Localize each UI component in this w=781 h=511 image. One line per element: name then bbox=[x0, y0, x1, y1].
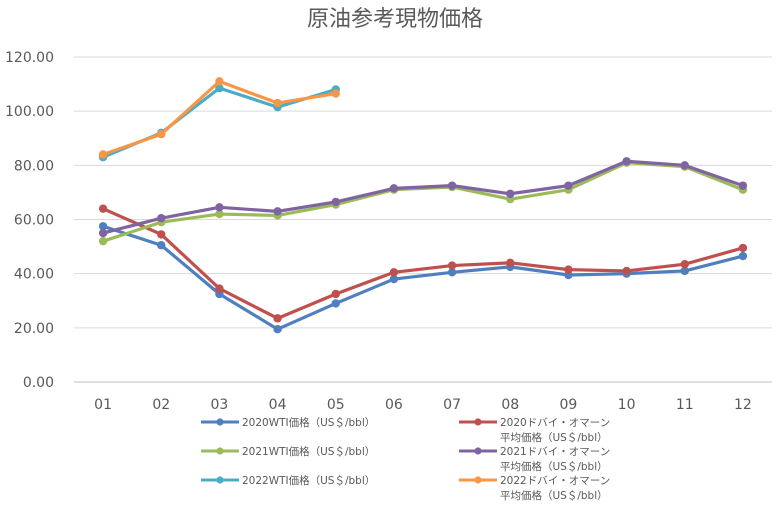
data-point bbox=[98, 236, 108, 246]
series-4 bbox=[98, 157, 748, 238]
y-tick-label: 20.00 bbox=[14, 321, 54, 337]
legend-swatch-marker bbox=[474, 447, 482, 455]
data-point bbox=[331, 197, 340, 207]
data-point bbox=[447, 181, 457, 190]
data-point bbox=[157, 241, 166, 250]
legend-label: 平均価格（US＄/bbl） bbox=[500, 431, 608, 444]
legend-label: 2022ドバイ・オマーン bbox=[500, 475, 610, 487]
series-line bbox=[101, 207, 745, 320]
data-point bbox=[447, 268, 457, 277]
x-tick-label: 07 bbox=[443, 397, 461, 413]
legend-label: 2021WTI価格（US＄/bbl） bbox=[242, 445, 375, 458]
legend-swatch-marker bbox=[474, 418, 482, 426]
data-point bbox=[389, 274, 399, 284]
chart-title: 原油参考現物価格 bbox=[307, 7, 483, 32]
x-tick-label: 04 bbox=[269, 397, 287, 413]
data-point bbox=[273, 324, 282, 334]
x-tick-label: 03 bbox=[211, 397, 229, 413]
data-point bbox=[98, 150, 108, 159]
data-point bbox=[738, 251, 748, 261]
series-2 bbox=[98, 204, 748, 323]
data-point bbox=[215, 77, 224, 86]
x-tick-label: 10 bbox=[618, 397, 636, 413]
x-tick-label: 11 bbox=[676, 397, 694, 413]
y-tick-label: 40.00 bbox=[14, 267, 54, 283]
legend-label: 2022WTI価格（US＄/bbl） bbox=[242, 474, 375, 487]
series-line bbox=[101, 224, 745, 331]
data-point bbox=[506, 258, 515, 268]
series-line bbox=[101, 159, 745, 235]
data-point bbox=[564, 181, 573, 190]
legend-swatch-marker bbox=[216, 476, 224, 484]
legend-label: 2021ドバイ・オマーン bbox=[500, 446, 610, 458]
data-point bbox=[680, 259, 689, 269]
data-point bbox=[680, 266, 689, 276]
y-tick-label: 100.00 bbox=[5, 104, 54, 120]
data-point bbox=[622, 266, 631, 276]
x-tick-label: 12 bbox=[734, 397, 752, 413]
data-point bbox=[331, 89, 340, 98]
legend-label: 2020ドバイ・オマーン bbox=[500, 417, 610, 429]
data-point bbox=[680, 161, 689, 170]
data-point bbox=[331, 289, 340, 299]
data-point bbox=[622, 157, 631, 166]
legend-label: 平均価格（US＄/bbl） bbox=[500, 460, 608, 473]
data-point bbox=[738, 181, 748, 190]
x-tick-label: 06 bbox=[385, 397, 403, 413]
x-tick-label: 08 bbox=[501, 397, 519, 413]
legend-swatch-marker bbox=[216, 447, 224, 455]
x-axis-ticks: 01 02 03 04 05 06 07 08 09 10 11 12 bbox=[94, 397, 752, 413]
data-point bbox=[157, 213, 166, 223]
data-point bbox=[273, 207, 282, 216]
legend-swatch-marker bbox=[216, 418, 224, 426]
legend-item: 2020WTI価格（US＄/bbl） bbox=[201, 416, 375, 429]
data-point bbox=[157, 230, 166, 239]
data-point bbox=[157, 129, 166, 139]
data-point bbox=[331, 299, 340, 308]
y-tick-label: 80.00 bbox=[14, 158, 54, 174]
series-3 bbox=[98, 158, 748, 246]
legend: 2020WTI価格（US＄/bbl） 2020ドバイ・オマーン平均価格（US＄/b… bbox=[201, 416, 610, 502]
data-point bbox=[506, 189, 515, 198]
y-tick-label: 120.00 bbox=[5, 50, 54, 66]
series-1 bbox=[98, 222, 748, 334]
data-point bbox=[215, 203, 224, 212]
legend-swatch-marker bbox=[474, 476, 482, 484]
x-tick-label: 09 bbox=[560, 397, 578, 413]
data-point bbox=[564, 265, 573, 274]
data-point bbox=[215, 83, 224, 93]
legend-item: 2022WTI価格（US＄/bbl） bbox=[201, 474, 375, 487]
data-point bbox=[389, 268, 399, 277]
y-axis-ticks: 0.00 20.00 40.00 60.00 80.00 100.00 120.00 bbox=[5, 50, 54, 391]
y-tick-label: 60.00 bbox=[14, 213, 54, 229]
data-point bbox=[98, 228, 108, 238]
series-lines bbox=[98, 77, 748, 334]
x-tick-label: 01 bbox=[94, 397, 112, 413]
data-point bbox=[447, 261, 457, 270]
data-point bbox=[273, 314, 282, 323]
data-point bbox=[98, 222, 108, 231]
legend-label: 2020WTI価格（US＄/bbl） bbox=[242, 416, 375, 429]
legend-label: 平均価格（US＄/bbl） bbox=[500, 489, 608, 502]
y-tick-label: 0.00 bbox=[23, 375, 54, 391]
series-6 bbox=[98, 77, 340, 159]
series-line bbox=[101, 161, 745, 243]
data-point bbox=[273, 98, 282, 108]
data-point bbox=[215, 284, 224, 293]
x-tick-label: 02 bbox=[152, 397, 170, 413]
data-point bbox=[98, 204, 108, 213]
x-tick-label: 05 bbox=[327, 397, 345, 413]
legend-item: 2021WTI価格（US＄/bbl） bbox=[201, 445, 375, 458]
data-point bbox=[215, 209, 224, 219]
data-point bbox=[738, 243, 748, 253]
series-5 bbox=[98, 83, 340, 162]
data-point bbox=[389, 184, 399, 193]
